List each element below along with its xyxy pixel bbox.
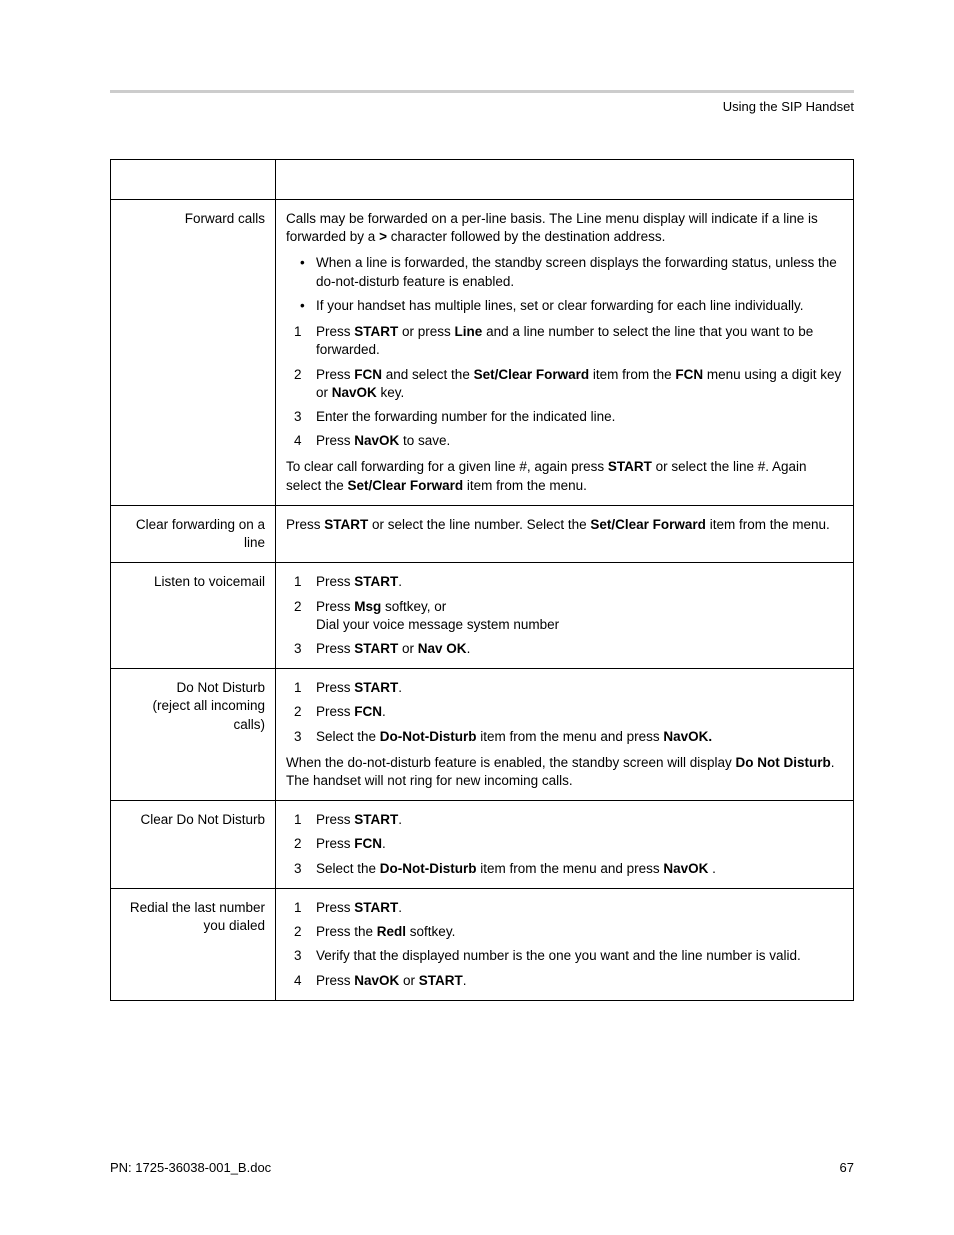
outro-text: To clear call forwarding for a given lin…	[286, 458, 843, 494]
row-content: Press START. Press the Redl softkey. Verif…	[276, 888, 854, 1000]
row-content: Press START. Press Msg softkey, orDial yo…	[276, 563, 854, 669]
row-label: Clear Do Not Disturb	[111, 801, 276, 889]
list-item: Verify that the displayed number is the …	[286, 947, 843, 965]
row-label: Clear forwarding on a line	[111, 505, 276, 562]
list-item: Press FCN.	[286, 703, 843, 721]
intro-text: Press START or select the line number. S…	[286, 516, 843, 534]
table-row: Clear forwarding on a line Press START or…	[111, 505, 854, 562]
step-list: Press START. Press the Redl softkey. Verif…	[286, 899, 843, 990]
intro-text: Calls may be forwarded on a per-line bas…	[286, 210, 843, 246]
row-label: Do Not Disturb(reject all incoming calls…	[111, 669, 276, 801]
step-list: Press START. Press FCN. Select the Do-Not-…	[286, 811, 843, 878]
list-item: Select the Do-Not-Disturb item from the …	[286, 860, 843, 878]
list-item: Press Msg softkey, orDial your voice mes…	[286, 598, 843, 634]
row-content: Press START or select the line number. S…	[276, 505, 854, 562]
row-content: Press START. Press FCN. Select the Do-Not-…	[276, 669, 854, 801]
page-footer: PN: 1725-36038-001_B.doc 67	[110, 1160, 854, 1175]
page-header: Using the SIP Handset	[110, 99, 854, 114]
table-row: Forward calls Calls may be forwarded on a…	[111, 200, 854, 506]
list-item: Press START.	[286, 899, 843, 917]
row-label: Forward calls	[111, 200, 276, 506]
table-row: Redial the last number you dialedPress S…	[111, 888, 854, 1000]
list-item: Press START.	[286, 811, 843, 829]
step-list: Press START. Press Msg softkey, orDial yo…	[286, 573, 843, 658]
step-list: Press START or press Line and a line num…	[286, 323, 843, 450]
footer-part-number: PN: 1725-36038-001_B.doc	[110, 1160, 271, 1175]
instruction-table: Forward calls Calls may be forwarded on a…	[110, 159, 854, 1001]
step-list: Press START. Press FCN. Select the Do-Not-…	[286, 679, 843, 746]
list-item: Press NavOK or START.	[286, 972, 843, 990]
list-item: Press START or Nav OK.	[286, 640, 843, 658]
list-item: Press START or press Line and a line num…	[286, 323, 843, 359]
list-item: Select the Do-Not-Disturb item from the …	[286, 728, 843, 746]
list-item: Press START.	[286, 573, 843, 591]
list-item: Press NavOK to save.	[286, 432, 843, 450]
list-item: Press FCN and select the Set/Clear Forwa…	[286, 366, 843, 402]
table-row: Clear Do Not Disturb Press START. Press FC…	[111, 801, 854, 889]
list-item: Press FCN.	[286, 835, 843, 853]
list-item: Enter the forwarding number for the indi…	[286, 408, 843, 426]
row-content: Press START. Press FCN. Select the Do-Not-…	[276, 801, 854, 889]
table-row: Listen to voicemail Press START. Press Msg…	[111, 563, 854, 669]
outro-text: When the do-not-disturb feature is enabl…	[286, 754, 843, 790]
table-row: Do Not Disturb(reject all incoming calls…	[111, 669, 854, 801]
list-item: Press START.	[286, 679, 843, 697]
row-label: Redial the last number you dialed	[111, 888, 276, 1000]
list-item: Press the Redl softkey.	[286, 923, 843, 941]
bullet-list: When a line is forwarded, the standby sc…	[286, 254, 843, 315]
list-item: If your handset has multiple lines, set …	[286, 297, 843, 315]
footer-page-number: 67	[840, 1160, 854, 1175]
header-divider	[110, 90, 854, 93]
row-content: Calls may be forwarded on a per-line bas…	[276, 200, 854, 506]
list-item: When a line is forwarded, the standby sc…	[286, 254, 843, 290]
row-label: Listen to voicemail	[111, 563, 276, 669]
